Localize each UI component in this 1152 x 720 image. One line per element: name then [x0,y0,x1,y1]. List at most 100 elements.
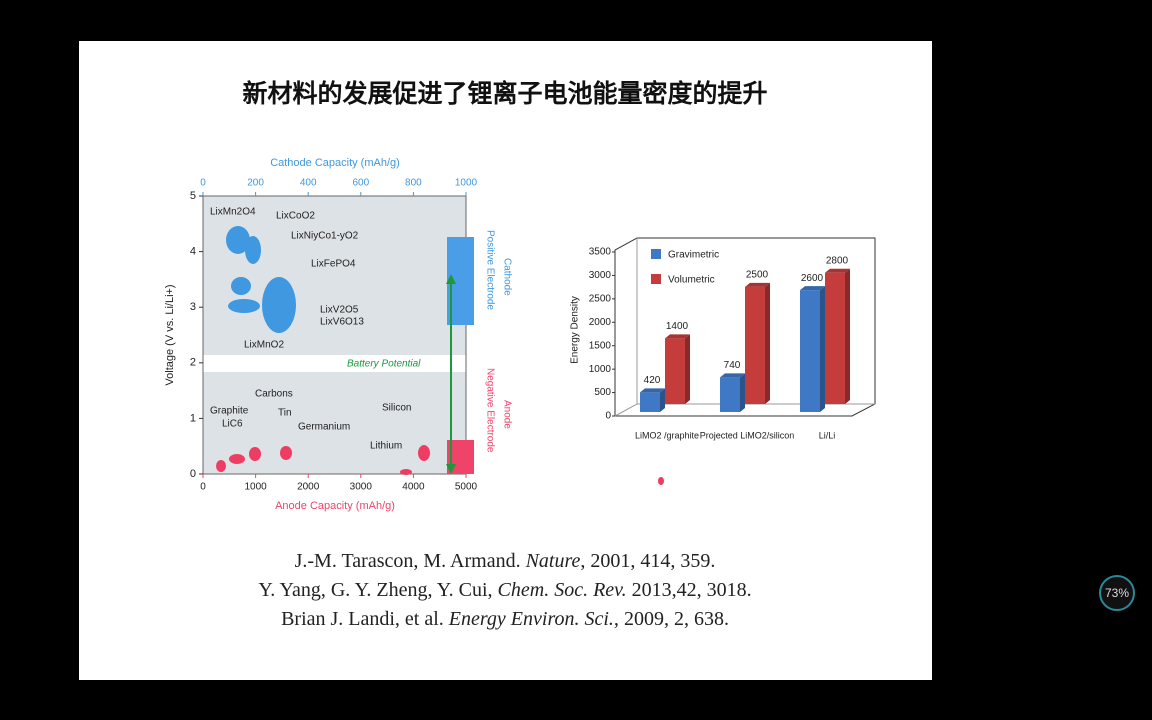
bar-face [825,268,850,273]
side-label: Negative Electrode [484,368,495,453]
value-label: 1400 [666,321,689,332]
value-label: 740 [724,360,741,371]
slide-title: 新材料的发展促进了锂离子电池能量密度的提升 [242,79,767,108]
x-tick-label: 0 [200,482,206,493]
y-tick-label: 3 [190,301,196,313]
side-labels: Cathode Positive Electrode Anode Negativ… [484,230,512,453]
reference: Y. Yang, G. Y. Zheng, Y. Cui, Chem. Soc.… [258,579,751,601]
y-tick-label: 4 [190,246,196,258]
ref-journal: Nature [525,550,581,572]
figure-labels: LixMn2O4 LixCoO2 LixNiyCo1-yO2 LixFePO4 … [210,207,421,452]
label: Battery Potential [347,359,421,370]
y-axis-title: Energy Density [570,296,581,364]
reference: J.-M. Tarascon, M. Armand. Nature, 2001,… [295,550,716,572]
label: Graphite [210,406,249,417]
anode-blobs [216,445,664,485]
x-tick-label: 4000 [402,482,425,493]
bar [665,334,690,404]
y-tick-label: 0 [605,411,611,422]
y-tick-label: 3500 [589,247,612,258]
axis-title: Cathode Capacity (mAh/g) [270,157,400,169]
bar-face [740,373,745,412]
y-tick-label: 2000 [589,317,612,328]
label: LixV6O13 [320,317,364,328]
label: LixMnO2 [244,340,284,351]
label: Tin [278,408,292,419]
bar [800,286,825,412]
bar-face [720,377,740,412]
bar-face [845,268,850,404]
x-tick-label: Projected LiMO2/silicon [700,430,795,440]
bar-face [820,286,825,412]
x-tick-label: 2000 [297,482,320,493]
reference: Brian J. Landi, et al. Energy Environ. S… [281,608,729,630]
x-tick-label: 5000 [455,482,478,493]
label: Lithium [370,441,402,452]
x-tick-label: LiMO2 /graphite [635,430,699,440]
y-tick-label: 3000 [589,270,612,281]
label: LiC6 [222,419,243,430]
x-tick-label: 3000 [350,482,373,493]
y-tick-label: 2 [190,357,196,369]
legend-label: Gravimetric [668,250,719,261]
label: LixV2O5 [320,305,359,316]
legend-swatch [651,249,661,259]
bar-face [720,373,745,378]
x-tick-label: 1000 [455,178,478,189]
bar-face [640,388,665,393]
label: LixNiyCo1-yO2 [291,231,359,242]
bar-face [800,286,825,291]
side-label: Anode [501,400,512,429]
side-label: Positive Electrode [484,230,495,310]
ref-details: 2009, 2, 638. [619,608,729,630]
bar-face [800,290,820,412]
label: LixFePO4 [311,259,356,270]
x-tick-label: 200 [247,178,264,189]
x-tick-label: 600 [352,178,369,189]
label: LixCoO2 [276,211,315,222]
value-label: 420 [644,375,661,386]
y-tick-label: 5 [190,190,196,202]
y-tick-label: 500 [594,387,611,398]
bar [745,282,770,404]
ref-journal: Energy Environ. Sci., [448,608,619,630]
label: Carbons [255,389,293,400]
band [203,355,466,372]
ref-authors: J.-M. Tarascon, M. Armand. [295,550,521,572]
bar-face [765,282,770,404]
x-tick-label: 1000 [244,482,267,493]
zoom-badge[interactable] [1099,575,1135,611]
bar-face [660,388,665,412]
y-tick-label: 2500 [589,293,612,304]
figure-frame [202,195,467,475]
chart-frame [614,237,876,417]
value-label: 2600 [801,273,824,284]
references: J.-M. Tarascon, M. Armand. Nature, 2001,… [258,550,751,630]
y-tick-label: 1500 [589,340,612,351]
x-tick-label: 400 [300,178,317,189]
label: Germanium [298,422,350,433]
ref-authors: Brian J. Landi, et al. [281,608,444,630]
bar-face [745,286,765,404]
bar [720,373,745,412]
zoom-level[interactable]: 73% [1105,586,1129,600]
ref-details: 2013,42, 3018. [627,579,752,601]
bar-face [665,334,690,339]
bar-face [640,392,660,412]
legend-label: Volumetric [668,275,715,286]
bar [640,388,665,412]
ref-authors: Y. Yang, G. Y. Zheng, Y. Cui, [258,579,492,601]
bar-face [825,272,845,404]
y-tick-label: 1000 [589,364,612,375]
x-tick-label: 800 [405,178,422,189]
bar-face [745,282,770,287]
label: Silicon [382,403,411,414]
x-tick-label: 0 [200,178,206,189]
x-tick-label: Li/Li [819,430,836,440]
value-label: 2500 [746,269,769,280]
y-tick-label: 1 [190,412,196,424]
legend-swatch [651,274,661,284]
label: LixMn2O4 [210,207,256,218]
